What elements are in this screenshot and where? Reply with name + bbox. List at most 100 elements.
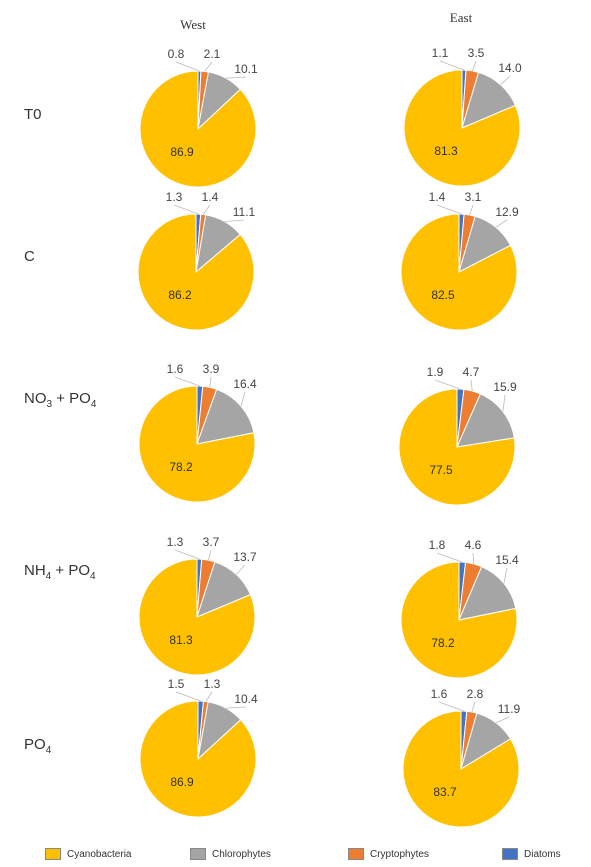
leader-line-cryptophytes-r3-west: [209, 376, 212, 388]
data-label-chlorophytes-r4-east: 15.4: [495, 553, 519, 567]
leader-line-diatoms-r2-west: [173, 204, 199, 215]
data-label-chlorophytes-r2-west: 11.1: [233, 205, 256, 219]
column-title-west: West: [180, 17, 206, 32]
data-label-diatoms-r3-west: 1.6: [167, 362, 184, 376]
data-label-diatoms-r2-east: 1.4: [429, 190, 446, 204]
pie-slice-cyanobacteria-r4-west: [138, 558, 256, 676]
leader-line-chlorophytes-r1-east: [500, 75, 511, 86]
leader-line-diatoms-r5-east: [438, 701, 465, 712]
data-label-cyanobacteria-r4-west: 81.3: [169, 633, 193, 647]
legend-label-cyanobacteria: Cyanobacteria: [67, 848, 132, 860]
row-label-t0: T0: [24, 106, 42, 123]
pie-slice-cyanobacteria-r3-east: [398, 388, 516, 506]
legend-swatch-chlorophytes: [190, 848, 206, 860]
pie-slice-cyanobacteria-r5-west: [139, 700, 257, 818]
legend-item-diatoms: Diatoms: [502, 846, 561, 862]
data-label-cryptophytes-r4-east: 4.6: [465, 538, 482, 552]
leader-line-diatoms-r1-west: [175, 61, 200, 72]
leader-line-diatoms-r5-west: [175, 691, 201, 702]
data-label-cryptophytes-r1-west: 2.1: [204, 47, 221, 61]
data-label-cryptophytes-r3-west: 3.9: [203, 362, 220, 376]
row-label-no3-po4: NO3 + PO4: [24, 390, 97, 410]
legend-item-cryptophytes: Cryptophytes: [348, 846, 429, 862]
legend-item-chlorophytes: Chlorophytes: [190, 846, 271, 862]
leader-line-chlorophytes-r5-east: [495, 716, 510, 724]
legend-swatch-diatoms: [502, 848, 518, 860]
pie-slice-cyanobacteria-r5-east: [402, 710, 520, 828]
data-label-diatoms-r5-east: 1.6: [431, 687, 448, 701]
data-label-cyanobacteria-r3-east: 77.5: [429, 463, 453, 477]
leader-line-cryptophytes-r5-west: [205, 691, 213, 702]
leader-line-diatoms-r4-east: [436, 552, 463, 563]
data-label-chlorophytes-r1-east: 14.0: [498, 61, 522, 75]
data-label-cyanobacteria-r3-west: 78.2: [169, 460, 193, 474]
pie-slice-cyanobacteria-r1-west: [139, 70, 257, 188]
data-label-chlorophytes-r2-east: 12.9: [495, 205, 519, 219]
leader-line-chlorophytes-r2-east: [495, 219, 508, 228]
legend-label-cryptophytes: Cryptophytes: [370, 848, 429, 860]
data-label-cyanobacteria-r5-east: 83.7: [433, 785, 457, 799]
data-label-cryptophytes-r3-east: 4.7: [463, 365, 480, 379]
data-label-cryptophytes-r2-west: 1.4: [202, 190, 219, 204]
leader-line-diatoms-r2-east: [436, 204, 462, 215]
data-label-cryptophytes-r5-west: 1.3: [204, 677, 221, 691]
pie-slice-cyanobacteria-r2-east: [400, 213, 518, 331]
leader-line-cryptophytes-r1-east: [471, 60, 477, 72]
data-label-cryptophytes-r4-west: 3.7: [203, 535, 220, 549]
legend: Cyanobacteria Chlorophytes Cryptophytes …: [45, 846, 585, 862]
data-label-cyanobacteria-r1-east: 81.3: [434, 144, 458, 158]
data-label-diatoms-r5-west: 1.5: [168, 677, 185, 691]
data-label-chlorophytes-r3-west: 16.4: [233, 377, 257, 391]
data-label-cyanobacteria-r2-west: 86.2: [168, 288, 192, 302]
leader-line-cryptophytes-r5-east: [471, 701, 476, 713]
data-label-chlorophytes-r4-west: 13.7: [233, 550, 257, 564]
pie-slice-chlorophytes-r1-east: [461, 71, 517, 129]
legend-swatch-cryptophytes: [348, 848, 364, 860]
legend-label-diatoms: Diatoms: [524, 848, 561, 860]
leader-line-diatoms-r3-west: [174, 376, 201, 387]
data-label-cyanobacteria-r4-east: 78.2: [431, 636, 455, 650]
data-label-cyanobacteria-r5-west: 86.9: [170, 775, 194, 789]
leader-line-chlorophytes-r3-east: [502, 394, 506, 412]
data-label-cryptophytes-r1-east: 3.5: [468, 46, 485, 60]
leader-line-diatoms-r1-east: [439, 60, 465, 71]
leader-line-cryptophytes-r1-west: [204, 61, 213, 72]
leader-line-chlorophytes-r2-west: [224, 219, 245, 223]
pie-slice-cyanobacteria-r1-east: [403, 69, 521, 187]
pie-slice-cyanobacteria-r4-east: [400, 561, 518, 679]
data-label-cyanobacteria-r1-west: 86.9: [170, 145, 194, 159]
data-label-chlorophytes-r5-west: 10.4: [234, 692, 258, 706]
data-label-diatoms-r2-west: 1.3: [166, 190, 183, 204]
data-label-chlorophytes-r1-west: 10.1: [234, 62, 258, 76]
leader-line-cryptophytes-r4-east: [472, 552, 475, 564]
data-label-diatoms-r1-east: 1.1: [432, 46, 449, 60]
data-label-diatoms-r4-west: 1.3: [167, 535, 184, 549]
column-title-east: East: [450, 10, 473, 25]
leader-line-chlorophytes-r5-west: [225, 706, 247, 709]
leader-line-cryptophytes-r4-west: [208, 549, 212, 561]
data-label-diatoms-r1-west: 0.8: [168, 47, 185, 61]
pie-slice-cyanobacteria-r2-west: [137, 213, 255, 331]
data-label-cyanobacteria-r2-east: 82.5: [431, 288, 455, 302]
leader-line-chlorophytes-r4-east: [503, 567, 508, 584]
row-label-po4: PO4: [24, 736, 52, 756]
data-label-cryptophytes-r5-east: 2.8: [467, 687, 484, 701]
leader-line-chlorophytes-r4-west: [236, 564, 246, 575]
leader-line-cryptophytes-r3-east: [470, 379, 473, 392]
leader-line-diatoms-r4-west: [174, 549, 200, 560]
pie-slice-cyanobacteria-r3-west: [138, 385, 256, 503]
leader-line-chlorophytes-r3-west: [240, 391, 246, 407]
data-label-diatoms-r4-east: 1.8: [429, 538, 446, 552]
data-label-chlorophytes-r3-east: 15.9: [493, 380, 517, 394]
leader-line-diatoms-r3-east: [434, 379, 461, 390]
legend-item-cyanobacteria: Cyanobacteria: [45, 846, 131, 862]
leader-line-cryptophytes-r2-west: [202, 204, 211, 215]
leader-line-cryptophytes-r2-east: [469, 204, 474, 216]
data-label-cryptophytes-r2-east: 3.1: [465, 190, 482, 204]
row-label-nh4-po4: NH4 + PO4: [24, 562, 96, 582]
data-label-diatoms-r3-east: 1.9: [427, 365, 444, 379]
data-label-chlorophytes-r5-east: 11.9: [498, 702, 521, 716]
legend-label-chlorophytes: Chlorophytes: [212, 848, 271, 860]
pie-slice-chlorophytes-r4-east: [458, 565, 517, 621]
